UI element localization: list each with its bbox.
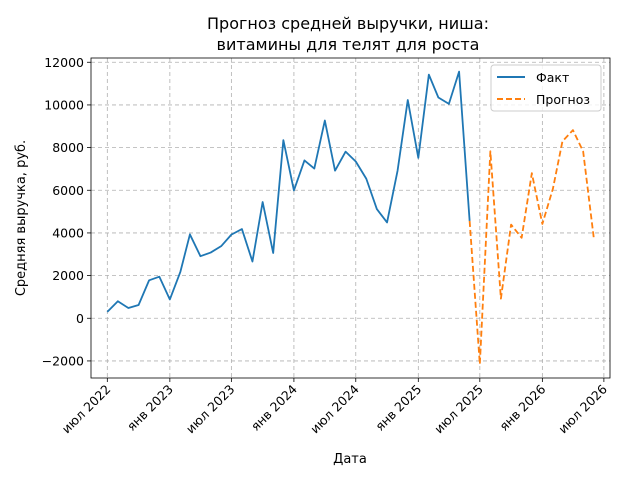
- series-lines: [106, 70, 595, 366]
- x-axis-label: Дата: [333, 452, 367, 467]
- grid: [91, 58, 610, 378]
- plot-area-frame: [90, 57, 611, 379]
- y-tick-label: 12000: [44, 55, 84, 70]
- y-tick-label: 0: [76, 311, 84, 326]
- chart-title-line-1: Прогноз средней выручки, ниша:: [207, 14, 489, 33]
- legend-label-fact: Факт: [536, 70, 569, 85]
- y-tick-label: 6000: [52, 183, 84, 198]
- chart-title-line-2: витамины для телят для роста: [217, 35, 480, 54]
- legend-label-forecast: Прогноз: [536, 92, 590, 107]
- series-line-forecast: [468, 129, 595, 366]
- y-tick-label: −2000: [42, 353, 84, 368]
- y-axis-label: Средняя выручка, руб.: [14, 140, 29, 296]
- y-axis-ticks: −2000 0 2000 4000 6000 8000 10000 12000: [42, 55, 91, 368]
- legend: Факт Прогноз: [490, 64, 602, 112]
- y-tick-label: 8000: [52, 140, 84, 155]
- y-tick-label: 2000: [52, 268, 84, 283]
- y-tick-label: 4000: [52, 225, 84, 240]
- y-tick-label: 10000: [44, 97, 84, 112]
- series-line-fact: [106, 70, 471, 313]
